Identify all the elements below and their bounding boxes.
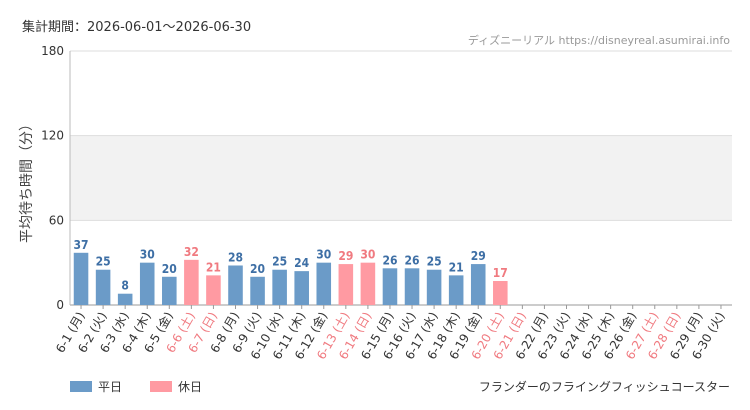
bar — [117, 293, 133, 305]
bar — [426, 269, 442, 305]
bar-value-label: 21 — [206, 260, 221, 274]
bar-value-label: 25 — [427, 255, 442, 269]
legend-weekday-swatch — [70, 381, 92, 392]
bar — [404, 268, 420, 305]
bar-value-label: 17 — [493, 266, 508, 280]
legend: 平日 休日 — [70, 378, 202, 395]
bar-value-label: 20 — [250, 262, 265, 276]
y-tick-label: 120 — [41, 129, 64, 143]
bar — [316, 262, 332, 305]
bar — [139, 262, 155, 305]
bar — [272, 269, 287, 305]
bar — [95, 269, 111, 305]
bar-value-label: 37 — [74, 238, 89, 252]
bar — [448, 275, 464, 305]
bar-value-label: 8 — [121, 279, 129, 293]
legend-weekday-label: 平日 — [98, 380, 123, 394]
bar-value-label: 28 — [228, 250, 243, 264]
y-tick-label: 0 — [56, 298, 64, 312]
bar-value-label: 26 — [382, 253, 397, 267]
source-label: ディズニーリアル https://disneyreal.asumirai.inf… — [467, 34, 730, 47]
bar — [338, 264, 354, 305]
bar-value-label: 26 — [405, 253, 420, 267]
grid-band — [70, 135, 732, 221]
bar — [206, 275, 221, 305]
bar-value-label: 29 — [338, 249, 353, 263]
bar-value-label: 30 — [316, 248, 331, 262]
bar-value-label: 29 — [471, 249, 486, 263]
bar — [493, 281, 508, 305]
bar-value-label: 20 — [162, 262, 177, 276]
bar-value-label: 24 — [294, 256, 310, 270]
y-tick-label: 60 — [49, 213, 64, 227]
legend-holiday-swatch — [150, 381, 173, 392]
bar-value-label: 30 — [360, 248, 375, 262]
bar-value-label: 30 — [140, 248, 155, 262]
bar — [470, 264, 486, 305]
legend-holiday-label: 休日 — [178, 380, 203, 394]
bar-value-label: 25 — [272, 255, 287, 269]
bar-value-label: 21 — [449, 260, 464, 274]
attraction-name: フランダーのフライングフィッシュコースター — [478, 380, 730, 394]
bar-value-label: 25 — [96, 255, 111, 269]
bar — [360, 262, 376, 305]
period-label: 集計期間：2026-06-01〜2026-06-30 — [22, 20, 252, 35]
bar-value-label: 32 — [184, 245, 199, 259]
bar — [184, 259, 199, 305]
bar — [162, 276, 177, 305]
bar — [228, 265, 243, 305]
bar — [382, 268, 398, 305]
bar — [73, 252, 89, 305]
bar — [250, 276, 265, 305]
bar — [294, 271, 309, 305]
y-tick-label: 180 — [41, 44, 64, 58]
